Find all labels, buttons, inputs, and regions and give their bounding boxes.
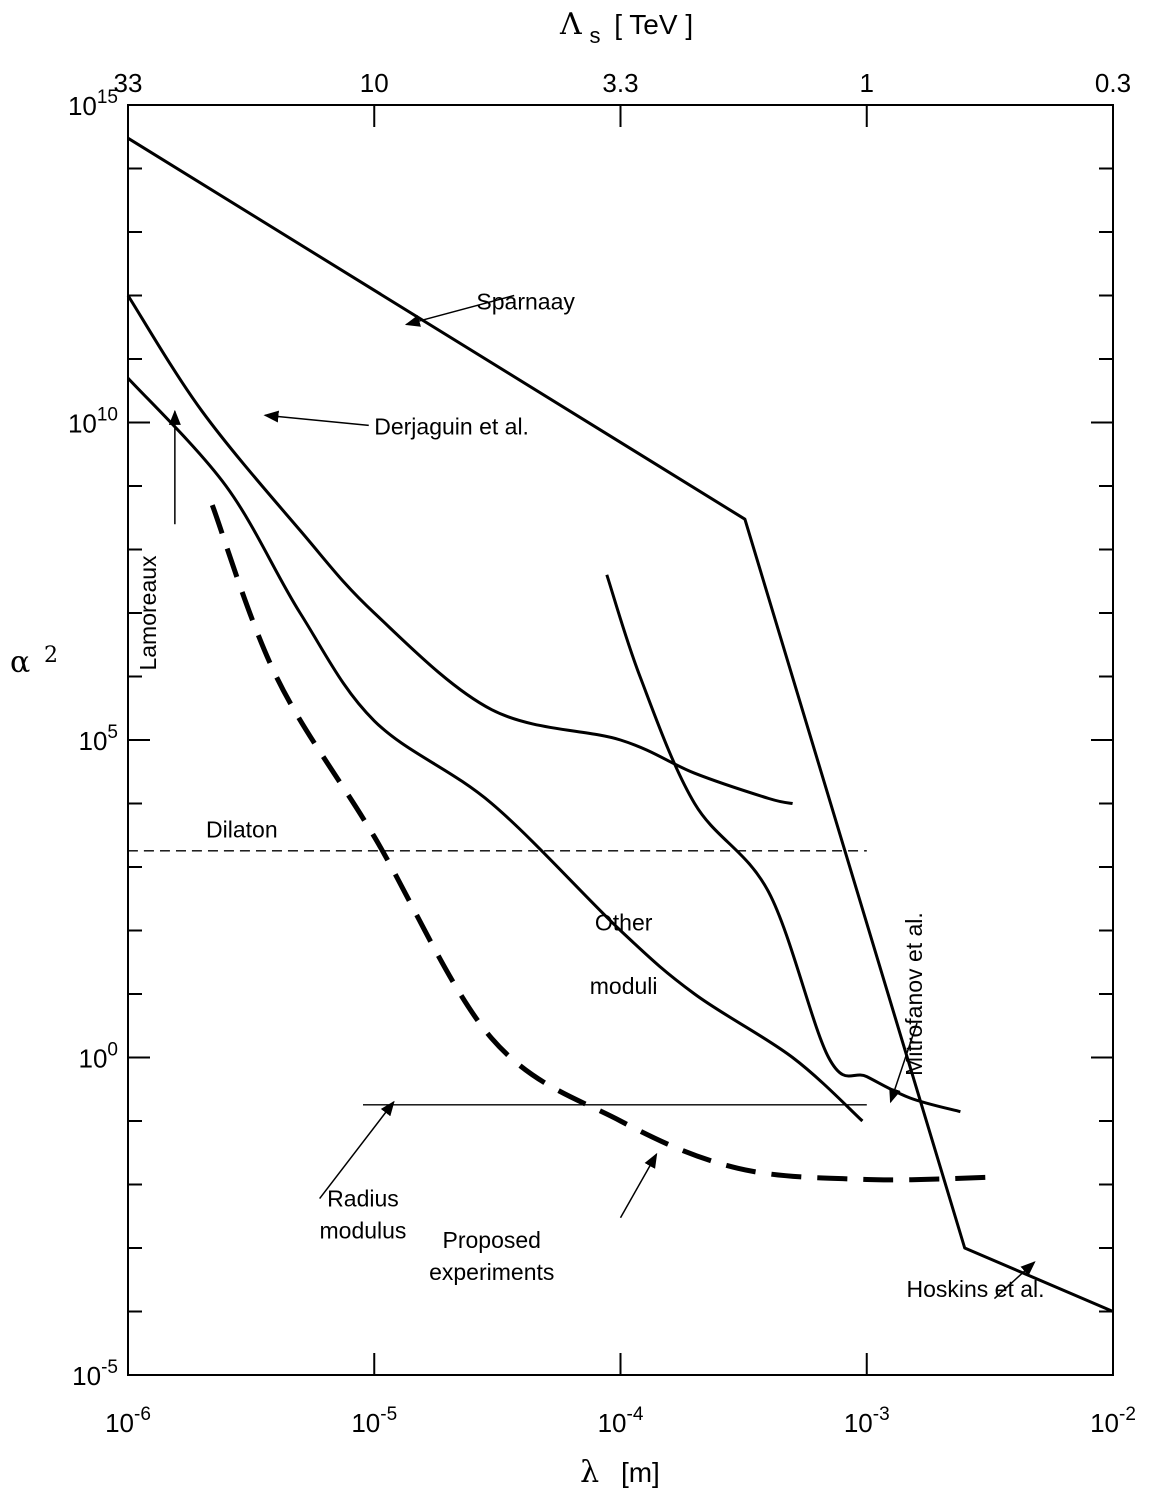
annotation-arrow	[263, 410, 369, 427]
y-tick-label: 1015	[68, 87, 118, 121]
curves	[126, 136, 1114, 1313]
top-tick-label: 10	[360, 68, 389, 98]
annotation-label: Mitrofanov et al.	[901, 912, 927, 1076]
series-derjaguin	[126, 294, 793, 805]
annotation-arrow	[889, 1022, 918, 1104]
x-axis-unit: [m]	[621, 1457, 660, 1488]
y-axis-exponent: 2	[44, 643, 58, 668]
series-lamoreaux	[126, 377, 864, 1123]
annotation-label: Derjaguin et al.	[374, 413, 529, 439]
y-tick-label: 105	[79, 722, 119, 756]
annotation-arrow	[619, 1152, 658, 1219]
top-axis-title: Λ s [ TeV ]	[559, 7, 693, 49]
top-axis-subscript: s	[589, 23, 600, 48]
top-axis-symbol: Λ	[559, 7, 582, 42]
x-tick-label: 10-6	[105, 1404, 151, 1438]
tick-labels: 10-6 10-5 10-4 10-3 10-2 10-5 100 105 1010 101533…	[68, 68, 1136, 1438]
annotation-label: Lamoreaux	[135, 555, 161, 671]
x-tick-label: 10-2	[1090, 1404, 1136, 1438]
x-tick-label: 10-5	[351, 1404, 397, 1438]
annotation-label: Radius modulus	[320, 1186, 407, 1244]
y-tick-label: 1010	[68, 405, 118, 439]
series-sparnaay	[127, 136, 1114, 1313]
y-tick-label: 100	[79, 1040, 119, 1074]
x-axis-title: λ [m]	[580, 1455, 660, 1490]
annotation-label: Other	[595, 910, 653, 936]
x-axis-symbol: λ	[580, 1455, 599, 1490]
top-tick-label: 33	[114, 68, 143, 98]
annotation-label: Dilaton	[206, 817, 278, 843]
annotation-arrow	[993, 1261, 1036, 1300]
annotation-arrow	[319, 1100, 395, 1200]
x-tick-label: 10-4	[598, 1404, 644, 1438]
x-tick-label: 10-3	[844, 1404, 890, 1438]
top-tick-label: 1	[860, 68, 874, 98]
top-tick-label: 0.3	[1095, 68, 1131, 98]
annotation-label: Proposed experiments	[429, 1227, 554, 1285]
plot-frame	[127, 104, 1114, 1376]
top-tick-label: 3.3	[602, 68, 638, 98]
annotation-arrow	[404, 294, 515, 327]
y-tick-label: 10-5	[72, 1357, 118, 1391]
y-axis-title: α 2	[10, 643, 58, 680]
series-proposed	[209, 504, 992, 1183]
annotation-label: moduli	[590, 973, 658, 999]
top-axis-unit: [ TeV ]	[614, 9, 693, 40]
y-axis-symbol: α	[10, 645, 30, 680]
annotation-label: Hoskins et al.	[906, 1276, 1044, 1302]
